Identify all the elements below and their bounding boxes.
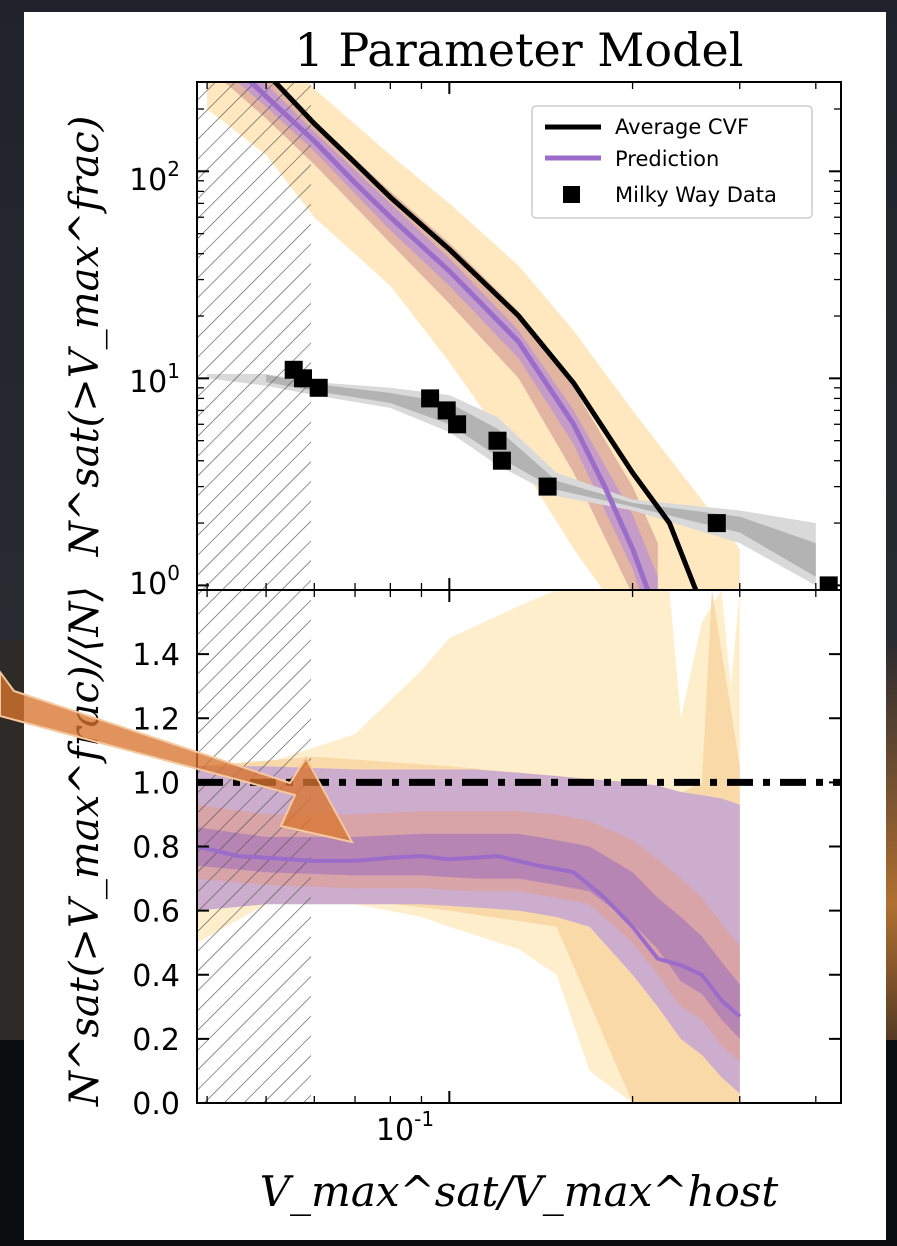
top-band-1 bbox=[224, 82, 658, 590]
milky-way-point bbox=[309, 378, 328, 397]
milky-way-point bbox=[492, 451, 511, 470]
average-cvf-line bbox=[271, 82, 699, 590]
bottom-ytick-label: 1.4 bbox=[132, 638, 180, 673]
milky-way-point bbox=[819, 576, 838, 590]
legend-box bbox=[531, 105, 813, 219]
legend-label-average-cvf: Average CVF bbox=[615, 115, 749, 139]
milky-way-point bbox=[488, 431, 507, 450]
legend: Average CVF Prediction Milky Way Data bbox=[531, 105, 813, 219]
chart-title: 1 Parameter Model bbox=[295, 23, 744, 77]
top-ytick-label-0: 100 bbox=[129, 561, 180, 602]
top-ytick-label-1: 101 bbox=[129, 359, 180, 400]
legend-label-prediction: Prediction bbox=[615, 147, 719, 171]
bottom-band-4 bbox=[197, 827, 740, 1039]
milky-way-point bbox=[421, 389, 440, 408]
milky-way-point bbox=[538, 477, 557, 496]
milky-way-point bbox=[707, 514, 726, 533]
top-band-4 bbox=[266, 374, 816, 577]
legend-label-milky-way-data: Milky Way Data bbox=[615, 183, 777, 207]
milky-way-point bbox=[448, 415, 467, 434]
x-axis-label: V_max^sat/V_max^host bbox=[260, 1167, 779, 1216]
milky-way-point bbox=[294, 369, 312, 388]
bottom-ytick-label: 0.0 bbox=[132, 1087, 180, 1122]
milky-way-point bbox=[437, 401, 456, 420]
bottom-axes-frame bbox=[196, 589, 842, 1104]
legend-swatch-milky-way-data bbox=[563, 186, 580, 203]
prediction-line-top bbox=[247, 82, 651, 590]
bottom-ytick-label: 1.2 bbox=[132, 702, 180, 737]
top-ytick-label-2: 102 bbox=[129, 157, 180, 198]
bottom-xtick-label: 10-1 bbox=[376, 1107, 434, 1148]
bottom-ytick-label: 0.6 bbox=[132, 895, 180, 930]
bottom-ytick-label: 0.2 bbox=[132, 1023, 180, 1058]
prediction-ratio-line bbox=[197, 844, 742, 1018]
bottom-ytick-label: 0.4 bbox=[132, 959, 180, 994]
bottom-ytick-label: 1.0 bbox=[132, 766, 180, 801]
resolution-limit-hatch-top bbox=[197, 82, 311, 590]
resolution-limit-hatch-bottom bbox=[197, 590, 311, 1103]
top-y-axis-label: N^sat(>V_max^frac) bbox=[62, 116, 108, 558]
orange-arrow-annotation bbox=[0, 670, 354, 844]
bottom-y-axis-label: N^sat(>V_max^frac)/⟨N⟩ bbox=[62, 586, 108, 1107]
bottom-ytick-label: 0.8 bbox=[132, 831, 180, 866]
